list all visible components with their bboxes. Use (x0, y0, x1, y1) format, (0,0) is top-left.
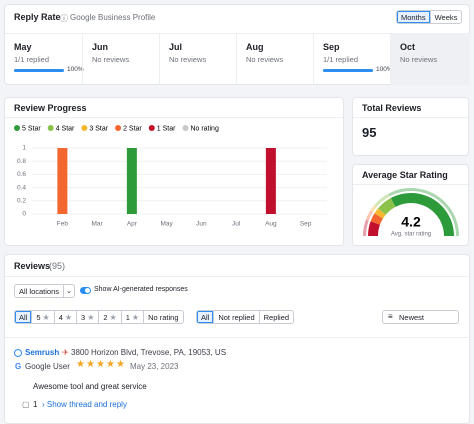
month-column: Jul No reviews (159, 34, 236, 85)
rating-filter-label: 3 (81, 312, 86, 322)
reviews-card: Reviews (95) All locations ⌄ Show AI-gen… (4, 254, 470, 424)
show-thread[interactable]: › Show thread and reply (42, 400, 127, 409)
month-name: Jul (169, 42, 183, 52)
business-address: 3800 Horizon Blvd, Trevose, PA, 19053, U… (71, 348, 227, 357)
info-icon[interactable]: ⓘ (60, 14, 68, 23)
month-column: Jun No reviews (82, 34, 159, 85)
location-filter: All locations (15, 285, 65, 297)
month-columns: May 1/1 replied 100% Jun No reviews Jul No rev… (5, 33, 470, 85)
reply-filter-option[interactable]: All (197, 311, 215, 323)
divider (5, 117, 343, 118)
rating-filter-option[interactable]: 1 ★ (122, 311, 145, 323)
month-status: No reviews (92, 55, 130, 64)
toggle-months[interactable]: Months (397, 11, 431, 23)
average-rating-title: Average Star Rating (362, 170, 448, 180)
chart-title: Review Progress (14, 103, 87, 113)
reply-icon: ▢ (22, 400, 30, 409)
star-icon: ★ (131, 312, 140, 322)
review-date: May 23, 2023 (130, 362, 179, 371)
divider (5, 276, 469, 277)
switch-knob (85, 288, 90, 293)
progress-fill (323, 69, 373, 72)
review-star: ★ (86, 359, 95, 370)
rocket-icon: ✈ (62, 348, 69, 357)
month-column: Aug No reviews (236, 34, 313, 85)
month-status: No reviews (246, 55, 284, 64)
rating-filter-label: All (19, 312, 28, 322)
reply-filter: All Not replied Replied (196, 310, 295, 324)
review-text: Awesome tool and great service (33, 382, 147, 391)
rating-filter-label: 4 (58, 312, 63, 322)
location-pin (14, 349, 22, 357)
review-star: ★ (96, 359, 105, 370)
toggle-weeks[interactable]: Weeks (434, 12, 458, 22)
reply-rate-title: Reply Rate (14, 12, 61, 22)
progress-fill (14, 69, 64, 72)
sort-icon: ≡ (388, 312, 393, 321)
review-author: Google User (25, 362, 70, 371)
month-column: Oct No reviews (390, 34, 470, 85)
progress-label: 100% (67, 66, 84, 73)
sort-label: Newest (399, 312, 425, 322)
rating-filter-option[interactable]: 4 ★ (55, 311, 78, 323)
sort-dropdown[interactable]: Newest ≡ (382, 310, 459, 324)
star-icon: ★ (64, 312, 73, 322)
month-name: Sep (323, 42, 340, 52)
month-status: 1/1 replied (323, 55, 359, 64)
chevron: ⌄ (66, 288, 73, 295)
location-dropdown[interactable]: All locations ⌄ (14, 284, 76, 298)
month-name: Aug (246, 42, 264, 52)
star-icon: ★ (87, 312, 95, 322)
average-rating-card: Average Star Rating (352, 164, 469, 246)
reply-count: 1 (33, 400, 38, 409)
progress-track (14, 69, 64, 72)
star-icon: ★ (109, 312, 117, 322)
month-name: Jun (92, 42, 109, 52)
ai-switch[interactable] (80, 287, 91, 294)
review-progress-card: Review Progress (4, 97, 344, 246)
business-name[interactable]: Semrush (25, 348, 60, 357)
rating-filter-option[interactable]: 5 ★ (32, 311, 55, 323)
total-reviews-value: 95 (362, 125, 377, 140)
google-icon: G (15, 362, 22, 371)
star-icon: ★ (42, 312, 50, 322)
show-thread-label[interactable]: Show thread and reply (46, 400, 127, 409)
reply-rate-card: Reply Rate ⓘ Google Business Profile Mon… (4, 4, 470, 85)
rating-filter-label: 1 (125, 312, 130, 322)
total-reviews-card: Total Reviews 95 (352, 97, 469, 156)
total-reviews-title: Total Reviews (362, 103, 422, 113)
month-column: Sep 1/1 replied 100% (313, 34, 393, 85)
review-star: ★ (116, 359, 125, 370)
ai-toggle-label: Show AI-generated responses (94, 286, 188, 293)
review-star: ★ (106, 359, 115, 370)
reply-filter-option[interactable]: Not replied (214, 311, 260, 323)
rating-filter-option[interactable]: No rating (144, 311, 182, 323)
progress-track (323, 69, 373, 72)
rating-filter-label: No rating (148, 312, 179, 322)
rating-filter-option[interactable]: All (15, 311, 33, 323)
review-star: ★ (76, 359, 85, 370)
reviews-count: (95) (49, 261, 66, 271)
progress-label: 100% (376, 66, 393, 73)
rating-filter: All 5 ★ 4 ★ 3 ★ 2 ★ 1 ★ No rating (14, 310, 184, 324)
month-status: No reviews (400, 55, 438, 64)
rating-filter-label: 5 (36, 312, 41, 322)
month-status: No reviews (169, 55, 207, 64)
reply-rate-source: Google Business Profile (70, 13, 156, 22)
month-column: May 1/1 replied 100% (5, 34, 84, 85)
period-toggle: Months Weeks (396, 10, 463, 24)
divider (353, 184, 468, 185)
rating-filter-option[interactable]: 2 ★ (99, 311, 122, 323)
rating-filter-option[interactable]: 3 ★ (77, 311, 100, 323)
month-name: Oct (400, 42, 416, 52)
rating-filter-label: 2 (103, 312, 108, 322)
reply-filter-option[interactable]: Replied (263, 312, 290, 322)
month-name: May (14, 42, 32, 52)
divider (353, 117, 468, 118)
month-status: 1/1 replied (14, 55, 50, 64)
divider (5, 337, 469, 338)
reviews-title: Reviews (14, 261, 51, 271)
